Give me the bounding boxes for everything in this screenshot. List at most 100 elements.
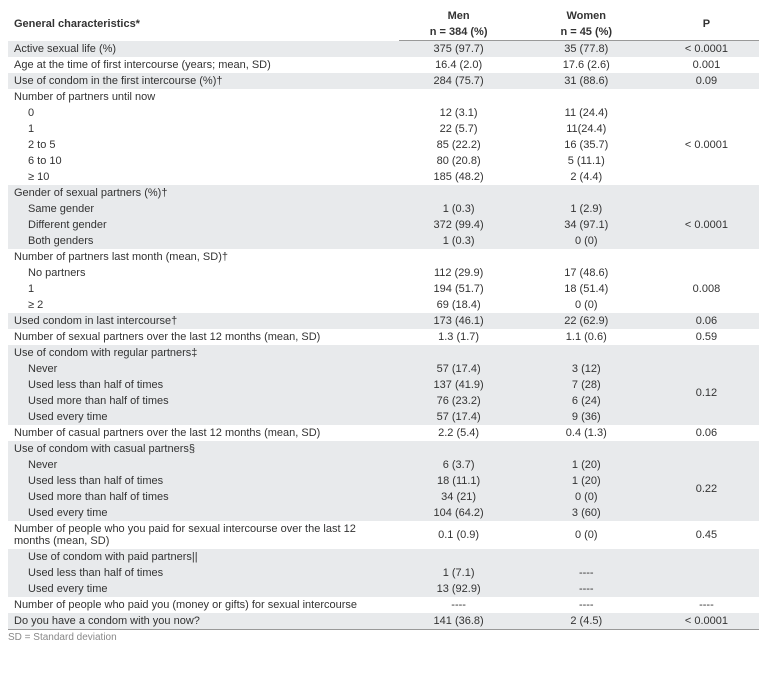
- men-value: 137 (41.9): [399, 377, 519, 393]
- men-value: 0.1 (0.9): [399, 521, 519, 549]
- men-value: [399, 441, 519, 457]
- table-row: Used less than half of times18 (11.1)1 (…: [8, 473, 759, 489]
- women-value: 11 (24.4): [519, 105, 654, 121]
- women-value: 1 (2.9): [519, 201, 654, 217]
- row-label: Used less than half of times: [8, 565, 399, 581]
- men-value: ----: [399, 597, 519, 613]
- women-value: 11(24.4): [519, 121, 654, 137]
- table-row: Both genders1 (0.3)0 (0): [8, 233, 759, 249]
- table-row: Never6 (3.7)1 (20)0.22: [8, 457, 759, 473]
- men-value: 104 (64.2): [399, 505, 519, 521]
- men-value: 1.3 (1.7): [399, 329, 519, 345]
- women-value: ----: [519, 597, 654, 613]
- row-label: Used every time: [8, 409, 399, 425]
- row-label: Use of condom with paid partners||: [8, 549, 399, 565]
- women-value: [519, 345, 654, 361]
- row-label: Number of people who you paid for sexual…: [8, 521, 399, 549]
- women-value: 16 (35.7): [519, 137, 654, 153]
- women-value: 17 (48.6): [519, 265, 654, 281]
- table-row: 6 to 1080 (20.8)5 (11.1): [8, 153, 759, 169]
- table-row: Used less than half of times1 (7.1)----: [8, 565, 759, 581]
- row-label: Use of condom with casual partners§: [8, 441, 399, 457]
- women-value: ----: [519, 581, 654, 597]
- women-value: 0 (0): [519, 521, 654, 549]
- p-value: [654, 441, 759, 457]
- table-row: 012 (3.1)11 (24.4)< 0.0001: [8, 105, 759, 121]
- men-value: [399, 185, 519, 201]
- p-value: [654, 185, 759, 201]
- row-label: Used more than half of times: [8, 393, 399, 409]
- row-label: 1: [8, 121, 399, 137]
- women-value: [519, 89, 654, 105]
- p-value: 0.12: [654, 361, 759, 425]
- table-row: Use of condom with casual partners§: [8, 441, 759, 457]
- women-value: 9 (36): [519, 409, 654, 425]
- men-value: 194 (51.7): [399, 281, 519, 297]
- row-label: Number of sexual partners over the last …: [8, 329, 399, 345]
- table-row: Never57 (17.4)3 (12)0.12: [8, 361, 759, 377]
- row-label: Number of partners last month (mean, SD)…: [8, 249, 399, 265]
- men-value: 16.4 (2.0): [399, 57, 519, 73]
- row-label: Number of people who paid you (money or …: [8, 597, 399, 613]
- p-value: 0.001: [654, 57, 759, 73]
- table-row: Active sexual life (%)375 (97.7)35 (77.8…: [8, 41, 759, 58]
- men-value: 57 (17.4): [399, 361, 519, 377]
- footnote: SD = Standard deviation: [8, 630, 759, 643]
- col-header-men-n: n = 384 (%): [399, 24, 519, 41]
- table-row: Used condom in last intercourse†173 (46.…: [8, 313, 759, 329]
- row-label: Never: [8, 361, 399, 377]
- row-label: No partners: [8, 265, 399, 281]
- row-label: Same gender: [8, 201, 399, 217]
- women-value: ----: [519, 565, 654, 581]
- table-row: Number of partners last month (mean, SD)…: [8, 249, 759, 265]
- men-value: 1 (0.3): [399, 201, 519, 217]
- p-value: 0.22: [654, 457, 759, 521]
- men-value: 173 (46.1): [399, 313, 519, 329]
- women-value: 18 (51.4): [519, 281, 654, 297]
- table-row: Used every time57 (17.4)9 (36): [8, 409, 759, 425]
- men-value: 76 (23.2): [399, 393, 519, 409]
- men-value: 12 (3.1): [399, 105, 519, 121]
- table-row: ≥ 269 (18.4)0 (0): [8, 297, 759, 313]
- table-row: Used less than half of times137 (41.9)7 …: [8, 377, 759, 393]
- row-label: Used condom in last intercourse†: [8, 313, 399, 329]
- women-value: 3 (12): [519, 361, 654, 377]
- row-label: ≥ 2: [8, 297, 399, 313]
- table-row: Same gender1 (0.3)1 (2.9)< 0.0001: [8, 201, 759, 217]
- row-label: Used every time: [8, 505, 399, 521]
- row-label: ≥ 10: [8, 169, 399, 185]
- table-row: Age at the time of first intercourse (ye…: [8, 57, 759, 73]
- table-row: Gender of sexual partners (%)†: [8, 185, 759, 201]
- women-value: 22 (62.9): [519, 313, 654, 329]
- p-value: 0.09: [654, 73, 759, 89]
- p-value: [654, 345, 759, 361]
- row-label: Used every time: [8, 581, 399, 597]
- table-row: Use of condom in the first intercourse (…: [8, 73, 759, 89]
- p-value: 0.008: [654, 265, 759, 313]
- col-header-women: Women: [519, 8, 654, 24]
- p-value: [654, 89, 759, 105]
- row-label: 1: [8, 281, 399, 297]
- men-value: 141 (36.8): [399, 613, 519, 630]
- men-value: 185 (48.2): [399, 169, 519, 185]
- men-value: 1 (0.3): [399, 233, 519, 249]
- characteristics-table: General characteristics* Men Women P n =…: [8, 8, 759, 630]
- row-label: Gender of sexual partners (%)†: [8, 185, 399, 201]
- p-value: < 0.0001: [654, 41, 759, 58]
- women-value: [519, 549, 654, 565]
- men-value: 69 (18.4): [399, 297, 519, 313]
- women-value: 2 (4.5): [519, 613, 654, 630]
- row-label: 6 to 10: [8, 153, 399, 169]
- row-label: Used less than half of times: [8, 473, 399, 489]
- row-label: Used more than half of times: [8, 489, 399, 505]
- men-value: 284 (75.7): [399, 73, 519, 89]
- row-label: Age at the time of first intercourse (ye…: [8, 57, 399, 73]
- men-value: 13 (92.9): [399, 581, 519, 597]
- men-value: [399, 89, 519, 105]
- men-value: 18 (11.1): [399, 473, 519, 489]
- table-row: 122 (5.7)11(24.4): [8, 121, 759, 137]
- women-value: [519, 249, 654, 265]
- women-value: 1 (20): [519, 473, 654, 489]
- women-value: [519, 441, 654, 457]
- men-value: 112 (29.9): [399, 265, 519, 281]
